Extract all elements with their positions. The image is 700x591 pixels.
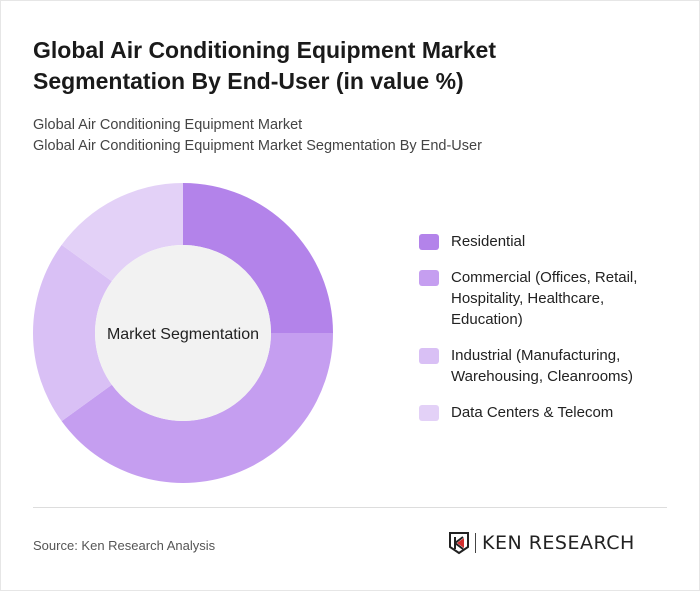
- subtitle-line-1: Global Air Conditioning Equipment Market: [33, 117, 303, 133]
- donut-chart: Market Segmentation: [32, 183, 333, 483]
- logo-text: KEN RESEARCH: [482, 532, 635, 554]
- legend-swatch: [419, 234, 439, 250]
- center-label: Market Segmentation: [107, 326, 259, 343]
- legend-label: Commercial (Offices, Retail, Hospitality…: [451, 269, 638, 328]
- logo-icon: [449, 532, 469, 555]
- donut-hole: [95, 245, 271, 421]
- donut-slice-1: [61, 333, 333, 483]
- legend: Residential Commercial (Offices, Retail, …: [419, 231, 659, 438]
- legend-item: Residential: [419, 231, 659, 252]
- legend-swatch: [419, 405, 439, 421]
- subtitle: Global Air Conditioning Equipment Market…: [33, 115, 482, 157]
- legend-item: Commercial (Offices, Retail, Hospitality…: [419, 267, 659, 330]
- subtitle-line-2: Global Air Conditioning Equipment Market…: [33, 138, 482, 154]
- legend-item: Data Centers & Telecom: [419, 402, 659, 423]
- legend-label: Industrial (Manufacturing, Warehousing, …: [451, 347, 634, 385]
- legend-label: Data Centers & Telecom: [451, 404, 614, 421]
- legend-swatch: [419, 348, 439, 364]
- donut-slice-2: [32, 244, 112, 422]
- donut-slice-0: [183, 183, 333, 333]
- donut-slice-3: [61, 183, 184, 282]
- page-title: Global Air Conditioning Equipment Market…: [33, 37, 496, 94]
- source-note: Source: Ken Research Analysis: [33, 538, 216, 553]
- legend-swatch: [419, 270, 439, 286]
- logo-separator: [475, 533, 476, 553]
- divider: [33, 507, 667, 508]
- legend-item: Industrial (Manufacturing, Warehousing, …: [419, 345, 659, 387]
- legend-label: Residential: [451, 233, 526, 250]
- ken-research-logo: KEN RESEARCH: [448, 531, 635, 555]
